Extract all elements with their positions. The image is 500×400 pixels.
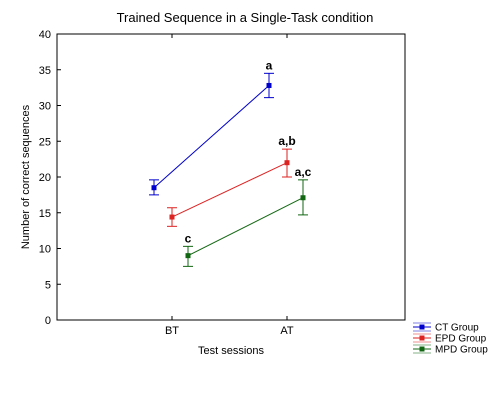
series-mpd-group: c a,c bbox=[183, 165, 312, 267]
y-tick-label: 40 bbox=[39, 29, 51, 41]
legend-label: MPD Group bbox=[435, 345, 488, 356]
legend-label: EPD Group bbox=[435, 334, 487, 345]
series-line bbox=[153, 85, 270, 189]
data-point bbox=[169, 214, 175, 220]
series-layer: a a,b c a,c bbox=[149, 58, 312, 267]
significance-annotation: a,c bbox=[295, 165, 312, 179]
legend-marker bbox=[419, 335, 425, 341]
significance-annotation: a,b bbox=[278, 134, 295, 148]
data-point bbox=[151, 185, 157, 191]
x-axis: BT AT bbox=[165, 34, 294, 337]
series-line bbox=[187, 197, 304, 257]
y-tick-label: 0 bbox=[45, 315, 51, 327]
legend-marker bbox=[419, 346, 425, 352]
data-point bbox=[266, 82, 272, 88]
y-tick-label: 10 bbox=[39, 244, 51, 256]
legend-label: CT Group bbox=[435, 323, 479, 334]
x-tick-label: BT bbox=[165, 325, 179, 337]
y-axis-label: Number of correct sequences bbox=[20, 104, 32, 249]
y-tick-label: 35 bbox=[39, 65, 51, 77]
data-point bbox=[300, 195, 306, 201]
y-tick-label: 20 bbox=[39, 172, 51, 184]
series-ct-group: a bbox=[149, 58, 274, 196]
y-axis: 0 5 10 15 20 25 30 35 40 bbox=[39, 29, 61, 327]
chart-title: Trained Sequence in a Single-Task condit… bbox=[117, 10, 374, 25]
x-axis-label: Test sessions bbox=[198, 345, 265, 357]
y-tick-label: 30 bbox=[39, 101, 51, 113]
plot-frame bbox=[56, 33, 406, 321]
x-tick-label: AT bbox=[280, 325, 294, 337]
legend-marker bbox=[419, 324, 425, 330]
y-tick-label: 5 bbox=[45, 279, 51, 291]
legend-item: EPD Group bbox=[413, 334, 487, 345]
significance-annotation: c bbox=[185, 231, 192, 245]
legend-item: CT Group bbox=[413, 323, 479, 334]
y-tick-label: 15 bbox=[39, 208, 51, 220]
series-line bbox=[171, 162, 288, 218]
data-point bbox=[185, 253, 191, 259]
y-tick-label: 25 bbox=[39, 136, 51, 148]
data-point bbox=[284, 160, 290, 166]
legend-item: MPD Group bbox=[413, 345, 488, 356]
series-epd-group: a,b bbox=[167, 134, 296, 227]
significance-annotation: a bbox=[266, 58, 273, 72]
